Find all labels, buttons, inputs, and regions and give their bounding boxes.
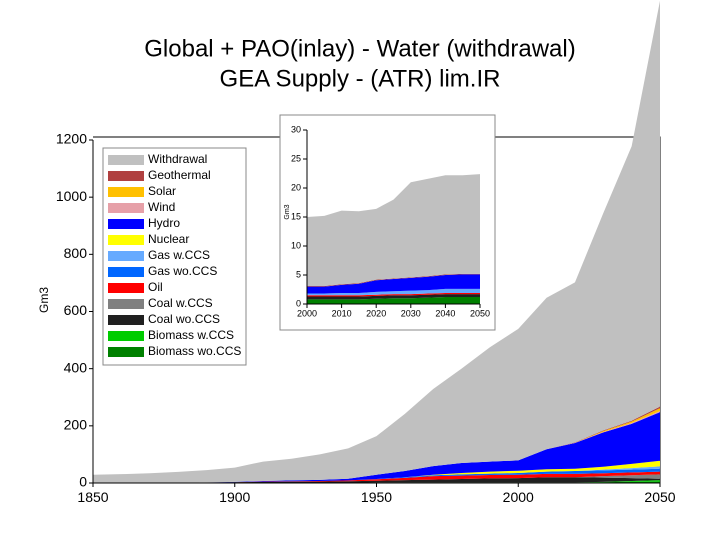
area xyxy=(93,471,660,483)
area xyxy=(93,412,660,483)
chart-subtitle: GEA Supply - (ATR) lim.IR xyxy=(220,65,501,92)
plot-area xyxy=(307,174,480,304)
x-tick-label: 1950 xyxy=(361,489,392,505)
y-tick-label: 5 xyxy=(296,269,301,279)
legend-label: Biomass w.CCS xyxy=(148,328,234,342)
legend-swatch xyxy=(108,283,144,293)
y-tick-label: 1200 xyxy=(56,131,87,147)
legend-swatch xyxy=(108,219,144,229)
y-tick-label: 400 xyxy=(64,359,88,375)
x-tick-label: 2020 xyxy=(366,308,386,318)
legend-label: Wind xyxy=(148,200,175,214)
area xyxy=(93,0,660,483)
inlay-y-label: Gm3 xyxy=(284,204,291,219)
y-tick-label: 800 xyxy=(64,245,88,261)
legend-swatch xyxy=(108,187,144,197)
legend-label: Biomass wo.CCS xyxy=(148,344,241,358)
legend-swatch xyxy=(108,347,144,357)
x-tick-label: 2010 xyxy=(332,308,352,318)
area xyxy=(307,292,480,297)
legend-swatch xyxy=(108,171,144,181)
y-tick-label: 0 xyxy=(79,474,87,490)
area xyxy=(93,477,660,483)
y-tick-label: 25 xyxy=(291,153,301,163)
x-tick-label: 1900 xyxy=(219,489,250,505)
legend-label: Coal wo.CCS xyxy=(148,312,220,326)
legend-swatch xyxy=(108,299,144,309)
y-tick-label: 200 xyxy=(64,417,88,433)
legend-label: Hydro xyxy=(148,216,180,230)
y-tick-label: 10 xyxy=(291,240,301,250)
x-tick-label: 2050 xyxy=(644,489,675,505)
chart-title: Global + PAO(inlay) - Water (withdrawal) xyxy=(144,35,575,62)
legend-swatch xyxy=(108,267,144,277)
legend-swatch xyxy=(108,203,144,213)
legend-swatch xyxy=(108,235,144,245)
legend-swatch xyxy=(108,155,144,165)
x-tick-label: 1850 xyxy=(77,489,108,505)
legend-label: Withdrawal xyxy=(148,152,207,166)
legend-swatch xyxy=(108,331,144,341)
legend-label: Oil xyxy=(148,280,163,294)
y-axis-label: Gm3 xyxy=(37,287,51,313)
legend-label: Nuclear xyxy=(148,232,189,246)
area xyxy=(307,274,480,294)
legend-label: Gas wo.CCS xyxy=(148,264,217,278)
y-tick-label: 15 xyxy=(291,211,301,221)
y-tick-label: 600 xyxy=(64,302,88,318)
legend-label: Coal w.CCS xyxy=(148,296,213,310)
area xyxy=(307,294,480,300)
y-tick-label: 20 xyxy=(291,182,301,192)
legend-label: Geothermal xyxy=(148,168,211,182)
area xyxy=(307,297,480,304)
legend-label: Solar xyxy=(148,184,176,198)
x-tick-label: 2050 xyxy=(470,308,490,318)
area xyxy=(307,174,480,287)
x-tick-label: 2040 xyxy=(435,308,455,318)
x-tick-label: 2030 xyxy=(401,308,421,318)
y-tick-label: 0 xyxy=(296,298,301,308)
legend-label: Gas w.CCS xyxy=(148,248,210,262)
y-tick-label: 30 xyxy=(291,124,301,134)
area xyxy=(307,288,480,296)
x-tick-label: 2000 xyxy=(503,489,534,505)
y-tick-label: 1000 xyxy=(56,188,87,204)
legend-swatch xyxy=(108,315,144,325)
legend-swatch xyxy=(108,251,144,261)
x-tick-label: 2000 xyxy=(297,308,317,318)
